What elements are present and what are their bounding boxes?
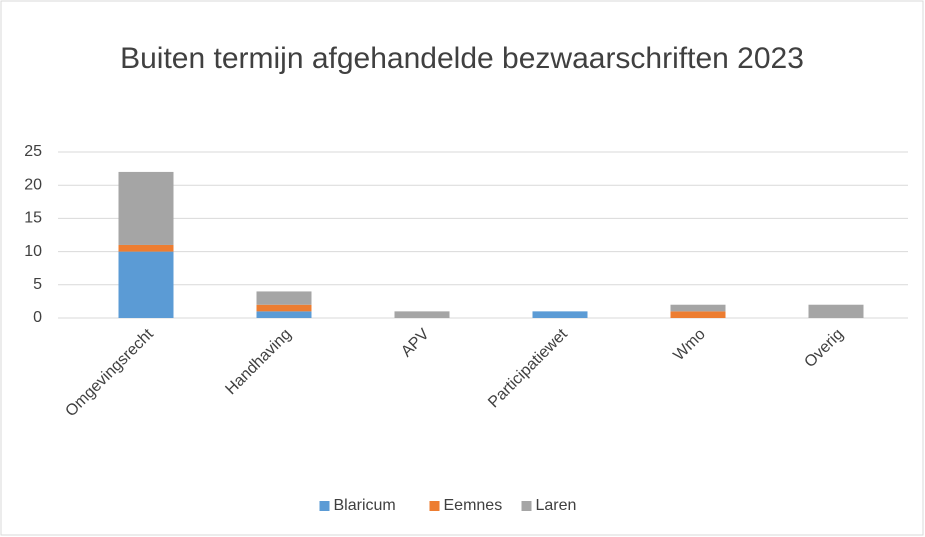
y-tick-label: 15 xyxy=(24,210,42,227)
bar-segment xyxy=(670,311,726,318)
bar-segment xyxy=(394,311,450,318)
bar-segment xyxy=(118,251,174,318)
x-tick-label: APV xyxy=(398,326,433,361)
bar-segment xyxy=(532,311,588,318)
legend-swatch xyxy=(319,501,330,511)
y-tick-label: 25 xyxy=(24,143,42,160)
y-tick-label: 0 xyxy=(33,309,42,326)
bar-segment xyxy=(256,304,312,312)
x-tick-label: Handhaving xyxy=(222,326,294,398)
x-tick-label: Wmo xyxy=(670,326,708,364)
x-tick-label: Overig xyxy=(801,326,846,371)
y-tick-label: 5 xyxy=(33,276,42,293)
legend-label: Blaricum xyxy=(334,497,396,514)
bar-segment xyxy=(118,244,174,252)
bar-segment xyxy=(256,311,312,318)
bar-segment xyxy=(670,304,726,312)
bar-segment xyxy=(256,291,312,305)
legend-label: Eemnes xyxy=(444,497,503,514)
bar-segment xyxy=(118,171,174,245)
legend-swatch xyxy=(429,501,440,511)
y-tick-label: 20 xyxy=(24,176,42,193)
x-tick-label: Omgevingsrecht xyxy=(62,325,157,420)
chart-title: Buiten termijn afgehandelde bezwaarschri… xyxy=(120,42,804,75)
x-tick-label: Participatiewet xyxy=(485,325,571,411)
legend-label: Laren xyxy=(536,497,577,514)
legend-swatch xyxy=(521,501,532,511)
bar-segment xyxy=(808,304,864,318)
y-tick-label: 10 xyxy=(24,243,42,260)
